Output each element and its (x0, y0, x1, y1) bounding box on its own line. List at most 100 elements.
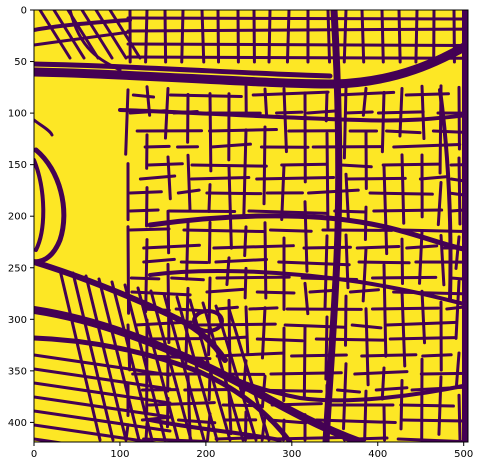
road-street (277, 260, 351, 267)
x-tick-label: 400 (368, 449, 387, 460)
road-street (129, 276, 161, 281)
road-street (189, 175, 251, 181)
road-street (142, 243, 201, 250)
road-street (207, 183, 212, 213)
road-street (128, 208, 160, 213)
road-street (144, 238, 149, 314)
road-street (214, 304, 258, 442)
road-street (348, 288, 380, 294)
road-street (270, 402, 323, 407)
road-street (124, 88, 130, 156)
road-street (142, 437, 209, 442)
road-street (306, 109, 339, 115)
road-street (170, 276, 205, 282)
road-street (363, 389, 368, 442)
road-street (400, 418, 466, 423)
y-tick-label: 200 (8, 212, 27, 223)
road-street (34, 353, 172, 377)
road-street (243, 266, 248, 300)
road-street (339, 163, 373, 169)
road-street (445, 305, 468, 311)
road-street (290, 353, 348, 358)
road-street (275, 110, 304, 115)
road-street (353, 370, 409, 376)
road-street (149, 289, 193, 442)
road-street (214, 335, 248, 341)
road-street (376, 110, 425, 115)
road-street (269, 228, 313, 233)
road-street (438, 84, 443, 175)
y-tick-label: 100 (8, 109, 27, 120)
road-street (457, 156, 462, 226)
road-street (300, 276, 359, 282)
road-major (34, 158, 46, 252)
road-street (97, 277, 141, 442)
road-street (38, 10, 72, 60)
road-street (272, 435, 348, 441)
road-street (385, 129, 422, 135)
road-street (221, 403, 263, 408)
road-street (324, 90, 329, 123)
axes-frame (33, 9, 469, 443)
road-street (251, 90, 330, 97)
road-street (336, 388, 362, 394)
road-street (128, 227, 171, 232)
road-street (381, 162, 441, 167)
road-street (242, 128, 248, 216)
road-street (447, 191, 468, 197)
road-major (34, 118, 54, 137)
road-street (302, 325, 307, 400)
road-street (130, 290, 192, 297)
road-street (355, 245, 401, 250)
road-street (168, 93, 243, 99)
road-street (34, 395, 172, 419)
road-street (133, 320, 193, 327)
y-tick-label: 350 (8, 366, 27, 377)
road-street (94, 10, 128, 60)
road-street (255, 337, 304, 343)
road-street (454, 279, 461, 340)
road-street (368, 191, 434, 196)
x-tick-label: 200 (196, 449, 215, 460)
road-street (333, 209, 367, 214)
road-street (449, 276, 468, 281)
road-street (405, 244, 439, 250)
road-street (142, 257, 176, 264)
road-street (208, 128, 278, 133)
road-street (186, 153, 192, 213)
road-street (462, 354, 468, 360)
x-tick-label: 100 (110, 449, 129, 460)
road-street (143, 144, 171, 149)
road-street (263, 87, 269, 117)
road-street (345, 176, 407, 181)
road-street (404, 92, 450, 97)
road-street (207, 220, 212, 264)
road-street (52, 10, 86, 60)
road-street (282, 87, 288, 154)
road-street (175, 295, 219, 442)
road-street (353, 436, 389, 441)
road-street (399, 403, 455, 408)
road-street (144, 421, 149, 442)
road-street (388, 336, 456, 341)
road-street (215, 305, 239, 311)
road-street (418, 175, 448, 181)
road-street (209, 142, 252, 149)
y-tick-label: 50 (14, 57, 27, 68)
road-street (371, 275, 438, 280)
road-street (147, 354, 212, 361)
road-street (372, 208, 444, 213)
road-street (431, 129, 467, 134)
y-tick-label: 250 (8, 263, 27, 274)
road-street (201, 301, 245, 442)
road-street (385, 320, 458, 327)
road-street (436, 181, 443, 227)
road-street (34, 367, 172, 391)
road-street (419, 371, 468, 376)
road-street (260, 414, 267, 442)
road-street (108, 10, 142, 60)
road-street (207, 276, 212, 357)
road-street (260, 306, 267, 360)
road-street (314, 337, 386, 342)
road-street (374, 386, 409, 392)
